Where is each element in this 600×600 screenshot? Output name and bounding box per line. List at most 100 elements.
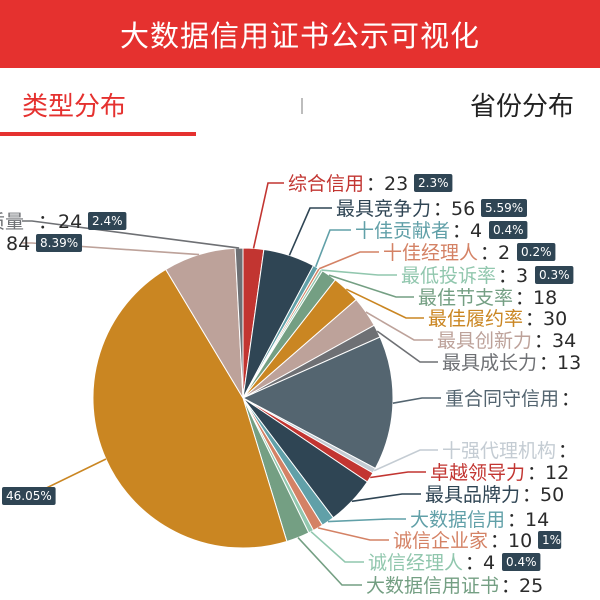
label-leader-line	[22, 220, 240, 249]
label-leader-line	[317, 527, 389, 541]
slice-label-colon: ：	[38, 211, 57, 233]
percent-badge	[502, 553, 541, 571]
slice-label-colon: ：	[561, 388, 580, 410]
percent-badge	[517, 243, 556, 261]
slice-label-colon: ：	[527, 462, 546, 484]
app-header: 大数据信用证书公示可视化	[0, 0, 600, 68]
percent-badge	[535, 266, 574, 284]
percent-badge-text: 0.3%	[539, 268, 570, 282]
slice-label-name: 最具创新力	[437, 330, 532, 352]
slice-label-colon: ：	[558, 440, 577, 462]
label-leader-line	[297, 537, 362, 586]
slice-label-value: 14	[525, 509, 549, 531]
slice-label-value: 25	[519, 575, 543, 597]
slice-label: 十佳经理人 ：2 0.2%	[383, 242, 556, 264]
percent-badge-text: 0.4%	[493, 223, 524, 237]
slice-label: 十强代理机构：	[442, 440, 577, 462]
label-leader-line	[314, 229, 351, 268]
percent-badge	[414, 174, 453, 192]
slice-label-colon: ：	[433, 198, 452, 220]
slice-label-value: 50	[540, 484, 564, 506]
label-leader-line	[288, 207, 332, 256]
slice-label-name: 诚信企业家	[393, 530, 488, 552]
slice-label: 最佳履约率 ：30	[428, 308, 567, 330]
slice-label-value: 4	[483, 552, 495, 574]
slice-label-colon: ：	[522, 484, 541, 506]
label-leader-line	[321, 269, 397, 276]
percent-badge	[2, 487, 56, 505]
slice-label: 卓越领导力 ：12	[430, 462, 569, 484]
label-leader-line	[318, 251, 379, 270]
percent-badge-text: 2.3%	[418, 176, 449, 190]
pie-slice[interactable]	[92, 268, 288, 549]
tab-bar: 类型分布 省份分布	[0, 68, 600, 140]
slice-label-name: 十佳贡献者	[355, 220, 450, 242]
page-title: 大数据信用证书公示可视化	[119, 19, 480, 53]
label-leader-line	[373, 449, 438, 472]
percent-badge-text: 8.39%	[40, 236, 78, 250]
slice-label: 最具成长力 ：13	[442, 352, 581, 374]
slice-label-name: 最佳履约率	[428, 308, 523, 330]
slice-label-colon: ：	[507, 509, 526, 531]
slice-label-name: 最具成长力	[442, 352, 537, 374]
slice-label-name: 大数据信用证书	[366, 575, 499, 597]
tab-province-distribution[interactable]: 省份分布	[470, 92, 575, 122]
slice-label-colon: ：	[465, 552, 484, 574]
slice-label: 最具创新力 ：34	[437, 330, 576, 352]
slice-label: 最具品牌力 ：50	[425, 484, 564, 506]
slice-label-value: 13	[557, 352, 581, 374]
percent-badge	[489, 221, 528, 239]
slice-label-value: 24	[58, 211, 82, 233]
percent-badge	[481, 199, 527, 217]
percent-badge-text: 5.59%	[485, 201, 523, 215]
slice-label: 综合信用 ：23 2.3%	[288, 173, 453, 195]
slice-label: 84 8.39%	[6, 233, 82, 255]
label-leader-line	[392, 397, 441, 404]
slice-label: 质量 ：24 2.4%	[0, 211, 127, 233]
slice-label: 最具竞争力 ：56 5.59%	[336, 198, 527, 220]
label-leader-line	[345, 288, 424, 319]
label-leader-line	[370, 471, 426, 479]
type-distribution-pie-chart: 综合信用 ：23 2.3%最具竞争力 ：56 5.59%十佳贡献者 ：4 0.4%十佳经理人…	[0, 173, 581, 597]
slice-label-name: 卓越领导力	[430, 462, 525, 484]
slice-label-value: 23	[384, 173, 408, 195]
slice-label-value: 4	[470, 220, 482, 242]
slice-label-name: 诚信经理人	[368, 552, 463, 574]
slice-label: 大数据信用证书 ：25	[366, 575, 543, 597]
percent-badge-text: 2.4%	[92, 214, 123, 228]
slice-label-colon: ：	[525, 308, 544, 330]
slice-label-colon: ：	[480, 242, 499, 264]
percent-badge-text: 0.2%	[521, 245, 552, 259]
tab-type-distribution[interactable]: 类型分布	[22, 92, 127, 122]
slice-label-name: 重合同守信用	[445, 388, 559, 410]
slice-label: 诚信企业家 ：10 1%	[393, 530, 562, 552]
slice-label-colon: ：	[534, 330, 553, 352]
slice-label-name: 质量	[0, 211, 24, 233]
slice-label: 46.05%	[2, 487, 56, 505]
slice-label: 最佳节支率 ：18	[418, 287, 557, 309]
percent-badge	[538, 531, 562, 549]
label-leader-line	[376, 330, 438, 363]
slice-label-name: 最具品牌力	[425, 484, 520, 506]
label-leader-line	[365, 311, 433, 341]
slice-label-colon: ：	[501, 575, 520, 597]
slice-label: 十佳贡献者 ：4 0.4%	[355, 220, 528, 242]
slice-label-name: 最低投诉率	[401, 265, 496, 287]
label-leader-line	[351, 493, 421, 503]
label-leader-line	[327, 518, 406, 523]
slice-label-name: 最具竞争力	[336, 198, 431, 220]
percent-badge-text: 46.05%	[6, 489, 52, 503]
slice-label-value: 84	[6, 233, 30, 255]
slice-label-value: 18	[533, 287, 557, 309]
slice-label-colon: ：	[515, 287, 534, 309]
slice-label: 大数据信用 ：14	[410, 509, 549, 531]
slice-label-value: 10	[508, 530, 532, 552]
label-leader-line	[252, 182, 284, 249]
slice-label-value: 2	[498, 242, 510, 264]
slice-label-name: 大数据信用	[410, 509, 505, 531]
label-leader-line	[328, 274, 414, 298]
slice-label-colon: ：	[539, 352, 558, 374]
percent-badge	[36, 234, 82, 252]
slice-label-value: 34	[552, 330, 576, 352]
slice-label-value: 56	[451, 198, 475, 220]
